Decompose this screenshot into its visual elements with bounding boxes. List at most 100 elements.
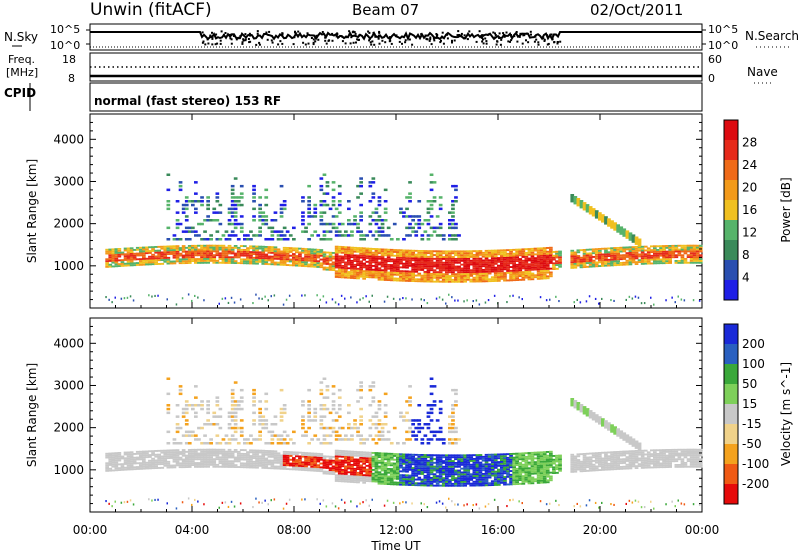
power-cell <box>181 248 186 251</box>
velocity-cell <box>374 473 379 475</box>
power-cell <box>493 274 498 277</box>
velocity-cell <box>151 452 155 454</box>
velocity-cell <box>200 400 204 403</box>
velocity-cell <box>322 377 327 380</box>
power-cell <box>313 265 318 268</box>
velocity-cell <box>454 456 458 459</box>
power-cell <box>362 256 366 259</box>
power-cell <box>270 261 275 264</box>
velocity-cell <box>466 465 471 468</box>
power-cell <box>674 256 679 259</box>
velocity-cell <box>322 461 327 463</box>
velocity-cell <box>270 438 275 441</box>
power-cell <box>637 255 642 258</box>
power-cell <box>484 249 489 252</box>
power-cell <box>139 250 143 253</box>
power-cell <box>576 264 581 267</box>
velocity-cell <box>429 404 434 407</box>
power-cell <box>328 263 333 266</box>
power-cell <box>451 267 455 270</box>
velocity-cell <box>258 415 262 418</box>
velocity-cell <box>239 464 244 467</box>
velocity-cell <box>267 442 272 445</box>
velocity-cell <box>457 471 461 474</box>
velocity-cell <box>414 419 419 422</box>
power-cell <box>414 274 419 277</box>
power-cell <box>484 255 489 258</box>
power-cell <box>405 207 409 211</box>
power-cell <box>295 251 299 254</box>
power-cell <box>316 254 321 257</box>
power-cell <box>689 259 694 262</box>
power-cell <box>637 238 642 247</box>
velocity-cell <box>276 460 281 462</box>
power-cell <box>527 251 532 254</box>
power-cell <box>353 263 357 266</box>
velocity-cell <box>451 454 455 457</box>
power-cell <box>637 261 642 263</box>
power-cell <box>209 244 213 247</box>
velocity-cell <box>178 453 183 455</box>
power-cell <box>478 253 483 256</box>
velocity-cell <box>191 434 195 437</box>
noise-dot <box>242 38 245 41</box>
power-cell <box>518 296 520 299</box>
velocity-cell <box>301 426 305 430</box>
power-cell <box>178 262 183 265</box>
power-cell <box>478 267 483 270</box>
velocity-cell <box>301 467 305 469</box>
velocity-cell <box>258 501 260 504</box>
power-cell <box>423 261 428 264</box>
noise-dot <box>248 41 251 44</box>
velocity-cell <box>438 460 443 462</box>
velocity-cell <box>270 461 275 464</box>
velocity-cell <box>276 438 281 441</box>
velocity-cell <box>426 463 431 466</box>
velocity-cell <box>334 478 339 480</box>
power-cell <box>194 200 198 203</box>
velocity-cell <box>457 458 461 461</box>
power-cell <box>558 254 562 257</box>
velocity-cell <box>359 434 363 437</box>
power-cell <box>579 264 584 267</box>
power-cell <box>451 200 455 203</box>
velocity-cell <box>304 467 308 470</box>
power-cell <box>604 249 608 252</box>
power-cell <box>402 251 406 254</box>
power-cell <box>172 260 177 263</box>
power-cell <box>512 269 516 272</box>
power-cell <box>451 278 455 281</box>
power-cell <box>634 236 639 245</box>
velocity-cell <box>347 463 351 466</box>
velocity-cell <box>362 479 366 482</box>
velocity-cell <box>129 466 134 469</box>
power-cell <box>258 297 260 300</box>
velocity-cell <box>435 479 440 481</box>
velocity-cell <box>279 442 284 445</box>
velocity-cell <box>451 419 455 422</box>
velocity-cell <box>435 463 440 466</box>
power-cell <box>677 254 682 257</box>
power-cell <box>340 265 345 267</box>
power-cell <box>191 248 195 251</box>
velocity-cell <box>181 462 186 465</box>
power-cell <box>368 251 373 254</box>
power-cell <box>246 249 250 251</box>
power-cell <box>313 248 318 251</box>
power-cell <box>668 262 672 264</box>
power-cell <box>545 258 550 261</box>
power-cell <box>316 266 321 268</box>
power-cell <box>114 265 119 268</box>
power-cell <box>356 264 360 266</box>
velocity-cell <box>386 468 391 470</box>
power-cell <box>490 266 495 269</box>
velocity-cell <box>236 404 241 407</box>
velocity-cell <box>267 450 272 452</box>
velocity-cell <box>451 462 455 464</box>
velocity-cell <box>356 454 360 457</box>
velocity-cell <box>227 415 232 418</box>
power-cell <box>500 260 504 263</box>
velocity-cell <box>429 411 434 415</box>
power-cell <box>454 184 458 188</box>
power-cell <box>374 274 379 277</box>
